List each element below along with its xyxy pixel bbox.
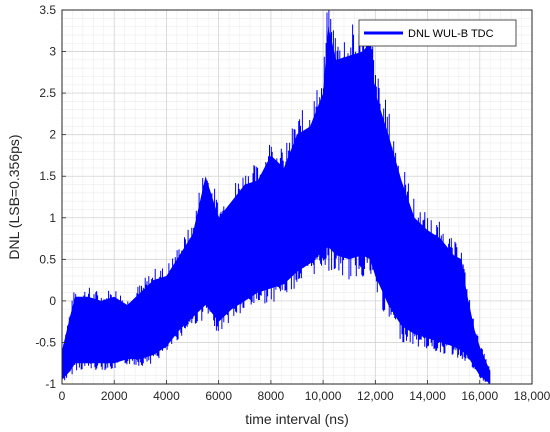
y-tick-label: 2	[49, 128, 56, 142]
x-axis-ticks: 0 2000 4000 6000 8000 10,000 12,000 14,000 16,00…	[59, 380, 550, 403]
x-axis-label: time interval (ns)	[245, 411, 348, 427]
plot-frame	[61, 9, 533, 385]
x-tick-label: 8000	[258, 389, 285, 403]
y-tick-label: 1	[49, 211, 56, 225]
y-tick-label: -1	[45, 377, 56, 391]
x-tick-label: 0	[59, 389, 66, 403]
x-tick-label: 2000	[101, 389, 128, 403]
legend: DNL WUL-B TDC	[358, 19, 517, 47]
y-tick-label: 1.5	[39, 169, 56, 183]
y-tick-label: 0.5	[39, 252, 56, 266]
x-tick-label: 12,000	[357, 389, 394, 403]
x-tick-label: 10,000	[305, 389, 342, 403]
x-tick-label: 14,000	[409, 389, 446, 403]
y-tick-label: 3	[49, 45, 56, 59]
y-axis-ticks: -1 -0.5 0 0.5 1 1.5 2 2.5 3 3.5	[35, 3, 66, 391]
y-tick-label: 0	[49, 294, 56, 308]
x-tick-label: 4000	[153, 389, 180, 403]
y-tick-label: -0.5	[35, 335, 56, 349]
y-axis-label: DNL (LSB=0.356ps)	[6, 134, 22, 259]
y-tick-label: 2.5	[39, 86, 56, 100]
x-tick-label: 16,000	[461, 389, 498, 403]
x-tick-label: 6000	[205, 389, 232, 403]
x-tick-label: 18,000	[514, 389, 550, 403]
legend-label: DNL WUL-B TDC	[408, 28, 494, 40]
y-tick-label: 3.5	[39, 3, 56, 17]
